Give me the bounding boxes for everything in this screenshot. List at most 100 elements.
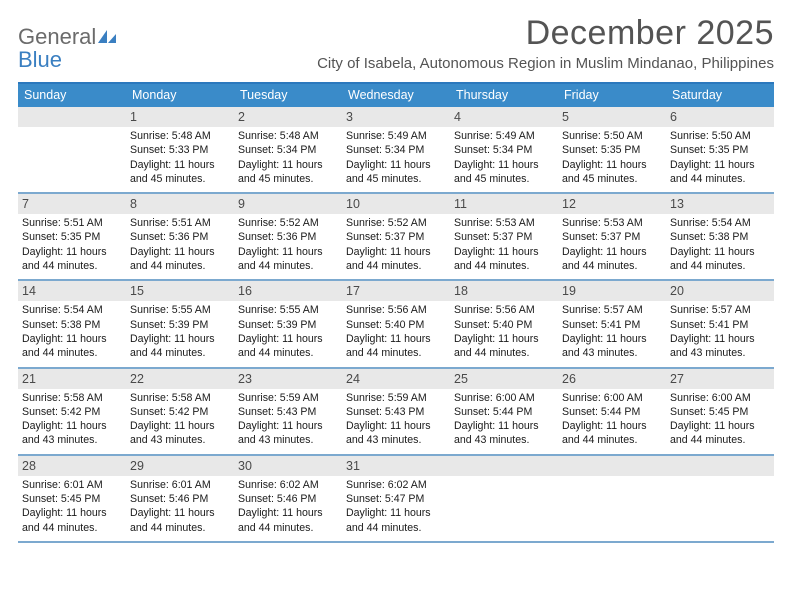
daylight-text: Daylight: 11 hours and 44 minutes.	[670, 419, 770, 448]
day-number: 23	[234, 369, 342, 389]
day-sun-info: Sunrise: 5:55 AMSunset: 5:39 PMDaylight:…	[130, 303, 230, 360]
daylight-text: Daylight: 11 hours and 44 minutes.	[454, 332, 554, 361]
sunset-text: Sunset: 5:34 PM	[346, 143, 446, 157]
daylight-text: Daylight: 11 hours and 43 minutes.	[562, 332, 662, 361]
sunrise-text: Sunrise: 5:55 AM	[238, 303, 338, 317]
daylight-text: Daylight: 11 hours and 44 minutes.	[346, 245, 446, 274]
day-sun-info: Sunrise: 6:00 AMSunset: 5:44 PMDaylight:…	[454, 391, 554, 448]
sunset-text: Sunset: 5:33 PM	[130, 143, 230, 157]
day-number: 21	[18, 369, 126, 389]
sunrise-text: Sunrise: 6:01 AM	[22, 478, 122, 492]
daylight-text: Daylight: 11 hours and 44 minutes.	[670, 158, 770, 187]
daylight-text: Daylight: 11 hours and 44 minutes.	[562, 419, 662, 448]
sunset-text: Sunset: 5:40 PM	[346, 318, 446, 332]
day-sun-info: Sunrise: 5:49 AMSunset: 5:34 PMDaylight:…	[454, 129, 554, 186]
sunset-text: Sunset: 5:34 PM	[454, 143, 554, 157]
sunset-text: Sunset: 5:37 PM	[346, 230, 446, 244]
sunset-text: Sunset: 5:41 PM	[670, 318, 770, 332]
day-number: 27	[666, 369, 774, 389]
day-sun-info: Sunrise: 5:53 AMSunset: 5:37 PMDaylight:…	[454, 216, 554, 273]
daylight-text: Daylight: 11 hours and 44 minutes.	[346, 332, 446, 361]
sunrise-text: Sunrise: 5:48 AM	[238, 129, 338, 143]
calendar-day-cell: 23Sunrise: 5:59 AMSunset: 5:43 PMDayligh…	[234, 369, 342, 454]
logo-sail-icon	[98, 31, 118, 48]
calendar-day-cell: 3Sunrise: 5:49 AMSunset: 5:34 PMDaylight…	[342, 107, 450, 192]
daylight-text: Daylight: 11 hours and 43 minutes.	[454, 419, 554, 448]
sunrise-text: Sunrise: 5:59 AM	[238, 391, 338, 405]
day-number: 17	[342, 281, 450, 301]
calendar-day-cell: 26Sunrise: 6:00 AMSunset: 5:44 PMDayligh…	[558, 369, 666, 454]
sunrise-text: Sunrise: 5:58 AM	[130, 391, 230, 405]
sunset-text: Sunset: 5:46 PM	[238, 492, 338, 506]
location-subtitle: City of Isabela, Autonomous Region in Mu…	[317, 55, 774, 72]
sunset-text: Sunset: 5:39 PM	[130, 318, 230, 332]
sunset-text: Sunset: 5:47 PM	[346, 492, 446, 506]
day-number: 12	[558, 194, 666, 214]
calendar-day-cell: 15Sunrise: 5:55 AMSunset: 5:39 PMDayligh…	[126, 281, 234, 366]
logo: General Blue	[18, 14, 118, 72]
day-number: 4	[450, 107, 558, 127]
day-number: 30	[234, 456, 342, 476]
sunset-text: Sunset: 5:45 PM	[22, 492, 122, 506]
day-sun-info: Sunrise: 5:48 AMSunset: 5:33 PMDaylight:…	[130, 129, 230, 186]
sunset-text: Sunset: 5:35 PM	[562, 143, 662, 157]
calendar-day-cell: 22Sunrise: 5:58 AMSunset: 5:42 PMDayligh…	[126, 369, 234, 454]
sunset-text: Sunset: 5:36 PM	[130, 230, 230, 244]
page-header: General Blue December 2025 City of Isabe…	[18, 14, 774, 72]
sunrise-text: Sunrise: 5:49 AM	[454, 129, 554, 143]
calendar-day-cell: 9Sunrise: 5:52 AMSunset: 5:36 PMDaylight…	[234, 194, 342, 279]
sunrise-text: Sunrise: 6:01 AM	[130, 478, 230, 492]
day-number: 15	[126, 281, 234, 301]
day-sun-info: Sunrise: 5:52 AMSunset: 5:36 PMDaylight:…	[238, 216, 338, 273]
sunset-text: Sunset: 5:45 PM	[670, 405, 770, 419]
sunrise-text: Sunrise: 6:00 AM	[454, 391, 554, 405]
calendar-week-row: 28Sunrise: 6:01 AMSunset: 5:45 PMDayligh…	[18, 456, 774, 543]
day-number: 7	[18, 194, 126, 214]
sunrise-text: Sunrise: 5:49 AM	[346, 129, 446, 143]
day-number: 24	[342, 369, 450, 389]
day-number: 3	[342, 107, 450, 127]
day-number: 9	[234, 194, 342, 214]
sunrise-text: Sunrise: 5:50 AM	[670, 129, 770, 143]
daylight-text: Daylight: 11 hours and 44 minutes.	[22, 245, 122, 274]
sunrise-text: Sunrise: 5:50 AM	[562, 129, 662, 143]
calendar-day-cell: 7Sunrise: 5:51 AMSunset: 5:35 PMDaylight…	[18, 194, 126, 279]
day-sun-info: Sunrise: 5:49 AMSunset: 5:34 PMDaylight:…	[346, 129, 446, 186]
sunrise-text: Sunrise: 5:51 AM	[22, 216, 122, 230]
weekday-header: Sunday	[18, 84, 126, 107]
day-sun-info: Sunrise: 5:54 AMSunset: 5:38 PMDaylight:…	[670, 216, 770, 273]
calendar-day-cell	[18, 107, 126, 192]
calendar-day-cell: 2Sunrise: 5:48 AMSunset: 5:34 PMDaylight…	[234, 107, 342, 192]
day-number	[18, 107, 126, 127]
day-sun-info: Sunrise: 6:02 AMSunset: 5:47 PMDaylight:…	[346, 478, 446, 535]
weekday-header: Wednesday	[342, 84, 450, 107]
sunset-text: Sunset: 5:37 PM	[562, 230, 662, 244]
calendar-day-cell: 25Sunrise: 6:00 AMSunset: 5:44 PMDayligh…	[450, 369, 558, 454]
day-number: 13	[666, 194, 774, 214]
day-number	[666, 456, 774, 476]
sunset-text: Sunset: 5:41 PM	[562, 318, 662, 332]
daylight-text: Daylight: 11 hours and 43 minutes.	[238, 419, 338, 448]
calendar-day-cell	[558, 456, 666, 541]
daylight-text: Daylight: 11 hours and 43 minutes.	[670, 332, 770, 361]
calendar-day-cell: 18Sunrise: 5:56 AMSunset: 5:40 PMDayligh…	[450, 281, 558, 366]
sunrise-text: Sunrise: 6:02 AM	[238, 478, 338, 492]
day-sun-info: Sunrise: 5:58 AMSunset: 5:42 PMDaylight:…	[130, 391, 230, 448]
daylight-text: Daylight: 11 hours and 45 minutes.	[454, 158, 554, 187]
sunrise-text: Sunrise: 5:58 AM	[22, 391, 122, 405]
day-sun-info: Sunrise: 5:50 AMSunset: 5:35 PMDaylight:…	[670, 129, 770, 186]
day-number: 16	[234, 281, 342, 301]
sunset-text: Sunset: 5:39 PM	[238, 318, 338, 332]
sunset-text: Sunset: 5:35 PM	[670, 143, 770, 157]
daylight-text: Daylight: 11 hours and 44 minutes.	[670, 245, 770, 274]
daylight-text: Daylight: 11 hours and 44 minutes.	[130, 245, 230, 274]
sunrise-text: Sunrise: 5:55 AM	[130, 303, 230, 317]
logo-word-2: Blue	[18, 47, 62, 72]
day-sun-info: Sunrise: 5:48 AMSunset: 5:34 PMDaylight:…	[238, 129, 338, 186]
sunset-text: Sunset: 5:42 PM	[130, 405, 230, 419]
weekday-header: Friday	[558, 84, 666, 107]
daylight-text: Daylight: 11 hours and 44 minutes.	[130, 506, 230, 535]
calendar-day-cell	[666, 456, 774, 541]
day-number: 6	[666, 107, 774, 127]
day-number	[450, 456, 558, 476]
